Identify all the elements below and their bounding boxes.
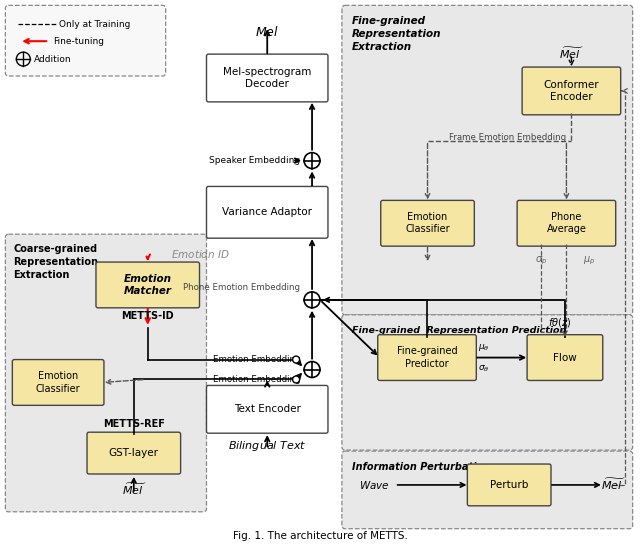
- Text: Only at Training: Only at Training: [59, 20, 131, 29]
- Text: Fine-grained
Predictor: Fine-grained Predictor: [397, 346, 458, 369]
- Text: Information Perturbation: Information Perturbation: [352, 462, 490, 472]
- Text: GST-layer: GST-layer: [109, 448, 159, 458]
- Text: Fig. 1. The architecture of METTS.: Fig. 1. The architecture of METTS.: [232, 531, 408, 541]
- FancyBboxPatch shape: [12, 360, 104, 405]
- FancyBboxPatch shape: [342, 5, 632, 315]
- Text: Speaker Embedding: Speaker Embedding: [209, 156, 300, 165]
- Text: Emotion Embedding: Emotion Embedding: [212, 375, 300, 384]
- Text: Phone
Average: Phone Average: [547, 212, 586, 234]
- FancyBboxPatch shape: [522, 67, 621, 115]
- Text: $\widetilde{Mel}$: $\widetilde{Mel}$: [122, 482, 146, 497]
- Text: Conformer
Encoder: Conformer Encoder: [543, 80, 599, 102]
- Text: $\mu_\theta$: $\mu_\theta$: [478, 341, 490, 352]
- Text: Fine-grained  Representation Prediction: Fine-grained Representation Prediction: [352, 326, 566, 335]
- Text: $\mu_p$: $\mu_p$: [582, 254, 595, 266]
- Text: METTS-REF: METTS-REF: [103, 419, 164, 429]
- Text: $Bilingual\ Text$: $Bilingual\ Text$: [228, 439, 307, 453]
- FancyBboxPatch shape: [207, 187, 328, 238]
- Text: $f\theta(z)$: $f\theta(z)$: [548, 316, 572, 329]
- FancyBboxPatch shape: [87, 432, 180, 474]
- Text: $Mel$: $Mel$: [255, 25, 279, 39]
- Text: Text Encoder: Text Encoder: [234, 404, 301, 414]
- Text: Coarse-grained
Representation
Extraction: Coarse-grained Representation Extraction: [13, 244, 99, 280]
- FancyBboxPatch shape: [5, 5, 166, 76]
- Text: Addition: Addition: [35, 54, 72, 64]
- Text: $\widetilde{Mel}$: $\widetilde{Mel}$: [559, 46, 584, 61]
- FancyBboxPatch shape: [381, 200, 474, 246]
- FancyBboxPatch shape: [517, 200, 616, 246]
- FancyBboxPatch shape: [378, 335, 476, 380]
- FancyBboxPatch shape: [207, 54, 328, 102]
- Circle shape: [292, 356, 300, 363]
- Text: Phone Emotion Embedding: Phone Emotion Embedding: [183, 283, 300, 292]
- FancyBboxPatch shape: [207, 385, 328, 433]
- Text: METTS-ID: METTS-ID: [122, 311, 174, 321]
- Text: Flow: Flow: [553, 352, 577, 362]
- Text: Mel-spectrogram
Decoder: Mel-spectrogram Decoder: [223, 67, 312, 89]
- FancyBboxPatch shape: [5, 234, 207, 512]
- Text: $\sigma_\theta$: $\sigma_\theta$: [478, 363, 490, 374]
- Text: Emotion
Matcher: Emotion Matcher: [124, 274, 172, 296]
- FancyBboxPatch shape: [96, 262, 200, 308]
- Text: $\widetilde{Mel}$: $\widetilde{Mel}$: [602, 478, 626, 492]
- Text: Fine-tuning: Fine-tuning: [53, 37, 104, 46]
- Text: $Emotion\ ID$: $Emotion\ ID$: [171, 248, 230, 260]
- Text: Perturb: Perturb: [490, 480, 529, 490]
- Circle shape: [292, 376, 300, 383]
- Text: Frame Emotion Embedding: Frame Emotion Embedding: [449, 133, 566, 142]
- Text: Emotion
Classifier: Emotion Classifier: [36, 371, 81, 394]
- FancyBboxPatch shape: [342, 451, 632, 529]
- FancyBboxPatch shape: [342, 315, 632, 450]
- Text: $Wave$: $Wave$: [360, 479, 390, 491]
- Text: $\sigma_p$: $\sigma_p$: [535, 254, 547, 266]
- FancyBboxPatch shape: [527, 335, 603, 380]
- FancyBboxPatch shape: [467, 464, 551, 506]
- Text: Emotion
Classifier: Emotion Classifier: [405, 212, 450, 234]
- Text: Fine-grained
Representation
Extraction: Fine-grained Representation Extraction: [352, 16, 442, 52]
- Text: Emotion Embedding: Emotion Embedding: [212, 355, 300, 364]
- Text: Variance Adaptor: Variance Adaptor: [222, 208, 312, 217]
